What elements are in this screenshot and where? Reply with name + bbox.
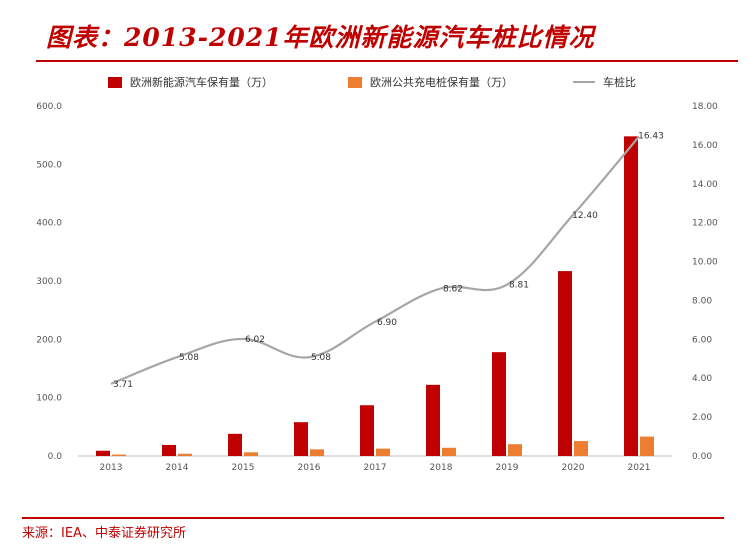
ratio-data-label: 8.81: [509, 281, 529, 291]
ratio-data-label: 3.71: [113, 380, 133, 390]
right-axis-tick-label: 4.00: [692, 374, 712, 384]
bar-ev: [426, 384, 440, 456]
left-axis-tick-label: 100.0: [36, 394, 62, 404]
ratio-data-label: 16.43: [638, 132, 664, 142]
bar-ev: [162, 444, 176, 456]
left-axis-tick-label: 600.0: [36, 102, 62, 112]
x-axis-tick-label: 2013: [100, 463, 123, 473]
x-axis-tick-label: 2021: [628, 463, 651, 473]
ratio-data-label: 6.90: [377, 318, 397, 328]
ratio-data-label: 12.40: [572, 211, 598, 221]
legend-swatch-chargers: [348, 76, 362, 88]
left-axis-tick-label: 300.0: [36, 277, 62, 287]
title-bar: 图表：2013-2021年欧洲新能源汽车桩比情况: [14, 6, 738, 62]
x-axis-tick-label: 2016: [298, 463, 321, 473]
legend-item-chargers: 欧洲公共充电桩保有量（万）: [348, 72, 513, 92]
right-axis-tick-label: 18.00: [692, 102, 718, 112]
right-axis-tick-label: 12.00: [692, 219, 718, 229]
legend-label-ratio: 车桩比: [603, 76, 636, 89]
bar-charger: [376, 448, 390, 456]
footer-divider: [22, 517, 724, 519]
combo-chart: 0.0 100.0 200.0 300.0 400.0 500.0 600.0 0.00 2.0…: [36, 102, 718, 473]
legend-label-ev: 欧洲新能源汽车保有量（万）: [130, 76, 273, 89]
bar-charger: [574, 441, 588, 456]
x-axis-tick-label: 2019: [496, 463, 519, 473]
legend-swatch-ev: [108, 76, 122, 88]
bar-charger: [244, 452, 258, 456]
right-axis-tick-label: 0.00: [692, 452, 712, 462]
legend-swatch-ratio: [573, 81, 595, 83]
right-axis-tick-label: 16.00: [692, 141, 718, 151]
x-axis-tick-label: 2015: [232, 463, 255, 473]
bar-ev: [624, 136, 638, 457]
bar-charger: [310, 449, 324, 456]
x-axis-tick-label: 2014: [166, 463, 189, 473]
right-axis-tick-label: 8.00: [692, 296, 712, 306]
title-divider: [36, 60, 738, 62]
right-axis-tick-label: 2.00: [692, 413, 712, 423]
right-axis-tick-label: 14.00: [692, 180, 718, 190]
chart-legend: 欧洲新能源汽车保有量（万） 欧洲公共充电桩保有量（万） 车桩比: [0, 72, 750, 92]
bar-ev: [294, 422, 308, 456]
chart-title: 图表：2013-2021年欧洲新能源汽车桩比情况: [46, 23, 595, 52]
bar-charger: [640, 436, 654, 456]
legend-item-ev: 欧洲新能源汽车保有量（万）: [108, 72, 273, 92]
ratio-data-label: 5.08: [179, 353, 199, 363]
bar-ev: [228, 433, 242, 456]
left-axis-tick-label: 0.0: [48, 452, 63, 462]
bar-ev: [360, 405, 374, 456]
ratio-data-label: 6.02: [245, 335, 265, 345]
right-axis-tick-label: 10.00: [692, 258, 718, 268]
left-axis-tick-label: 400.0: [36, 219, 62, 229]
bar-ev: [558, 271, 572, 456]
legend-label-chargers: 欧洲公共充电桩保有量（万）: [370, 76, 513, 89]
bar-ev: [492, 352, 506, 456]
x-axis-tick-label: 2020: [562, 463, 585, 473]
bar-ev: [96, 450, 110, 456]
ratio-data-label: 5.08: [311, 353, 331, 363]
bar-charger: [442, 447, 456, 456]
right-axis-tick-label: 6.00: [692, 335, 712, 345]
bar-charger: [508, 444, 522, 456]
left-axis-tick-label: 200.0: [36, 335, 62, 345]
ratio-data-label: 8.62: [443, 284, 463, 294]
ratio-line: [110, 135, 640, 385]
x-axis-tick-label: 2018: [430, 463, 453, 473]
x-axis-tick-label: 2017: [364, 463, 387, 473]
source-note: 来源：IEA、中泰证券研究所: [22, 526, 186, 541]
bar-charger: [112, 454, 126, 456]
left-axis-tick-label: 500.0: [36, 160, 62, 170]
legend-item-ratio: 车桩比: [573, 72, 636, 92]
bar-charger: [178, 453, 192, 456]
